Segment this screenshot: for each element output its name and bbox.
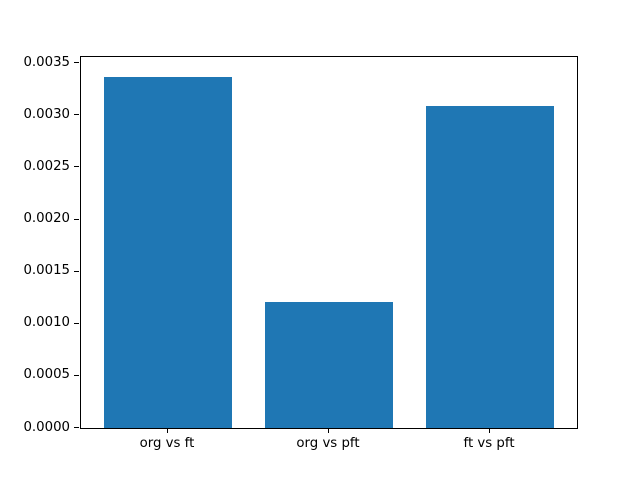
y-tick-label: 0.0035 [23, 54, 70, 70]
y-tick-mark [74, 218, 79, 220]
bar-1 [264, 301, 394, 428]
y-tick-label: 0.0010 [23, 315, 70, 331]
y-tick-label: 0.0025 [23, 158, 70, 174]
x-tick-mark [328, 428, 329, 433]
x-tick-label: org vs ft [139, 436, 195, 451]
bar-2 [425, 105, 555, 428]
x-tick-mark [166, 428, 168, 433]
plot-area [80, 56, 578, 429]
x-tick-label: ft vs pft [463, 436, 515, 451]
y-tick-label: 0.0020 [23, 211, 70, 227]
y-tick-label: 0.0005 [23, 367, 70, 383]
y-tick-mark [74, 427, 79, 428]
y-tick-mark [74, 374, 79, 376]
y-tick-label: 0.0000 [23, 419, 70, 435]
bar-0 [103, 76, 233, 428]
y-tick-label: 0.0015 [23, 263, 70, 279]
x-tick-label: org vs pft [296, 436, 360, 451]
y-tick-mark [74, 270, 79, 272]
y-tick-mark [74, 322, 79, 324]
y-tick-mark [74, 166, 79, 168]
x-tick-mark [489, 428, 491, 433]
y-tick-mark [74, 62, 79, 64]
y-tick-mark [74, 114, 79, 116]
y-tick-label: 0.0030 [23, 106, 70, 122]
